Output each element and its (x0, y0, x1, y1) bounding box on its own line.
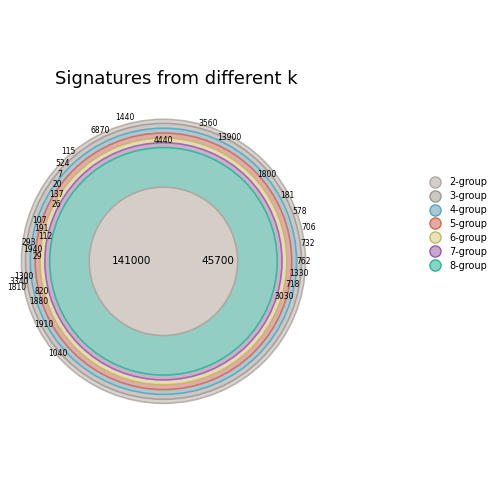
Text: 112: 112 (38, 232, 52, 241)
Text: 1800: 1800 (258, 170, 277, 179)
Circle shape (22, 119, 305, 403)
Text: 3340: 3340 (10, 277, 29, 286)
Text: 1300: 1300 (14, 272, 34, 281)
Text: 1940: 1940 (24, 245, 43, 255)
Text: 7: 7 (57, 170, 62, 179)
Title: Signatures from different k: Signatures from different k (55, 70, 298, 88)
Text: 1910: 1910 (34, 321, 53, 330)
Circle shape (26, 123, 301, 399)
Text: 191: 191 (35, 224, 49, 233)
Circle shape (45, 143, 282, 380)
Text: 45700: 45700 (202, 257, 235, 266)
Text: 181: 181 (280, 191, 294, 200)
Text: 115: 115 (61, 147, 76, 156)
Text: 3560: 3560 (199, 119, 218, 128)
Text: 107: 107 (32, 216, 46, 225)
Text: 820: 820 (34, 287, 48, 296)
Text: 1440: 1440 (115, 113, 135, 121)
Text: 578: 578 (293, 207, 307, 216)
Text: 1880: 1880 (30, 297, 49, 306)
Circle shape (50, 148, 277, 375)
Text: 4440: 4440 (154, 136, 173, 145)
Text: 718: 718 (285, 280, 299, 288)
Text: 6870: 6870 (90, 127, 109, 135)
Legend: 2-group, 3-group, 4-group, 5-group, 6-group, 7-group, 8-group: 2-group, 3-group, 4-group, 5-group, 6-gr… (425, 177, 487, 271)
Text: 29: 29 (33, 253, 42, 262)
Text: 3030: 3030 (275, 291, 294, 300)
Text: 26: 26 (52, 200, 61, 209)
Text: 293: 293 (22, 238, 36, 247)
Text: 762: 762 (296, 257, 311, 266)
Text: 20: 20 (53, 180, 62, 189)
Text: 706: 706 (301, 223, 316, 232)
Text: 13900: 13900 (217, 133, 241, 142)
Text: 524: 524 (55, 159, 70, 168)
Text: 1810: 1810 (7, 283, 26, 292)
Circle shape (30, 128, 296, 395)
Text: 732: 732 (300, 239, 315, 248)
Text: 1330: 1330 (289, 269, 308, 278)
Circle shape (89, 187, 238, 336)
Text: 137: 137 (49, 190, 64, 199)
Circle shape (35, 133, 292, 390)
Text: 1040: 1040 (48, 349, 67, 358)
Circle shape (40, 138, 287, 385)
Text: 141000: 141000 (111, 257, 151, 266)
